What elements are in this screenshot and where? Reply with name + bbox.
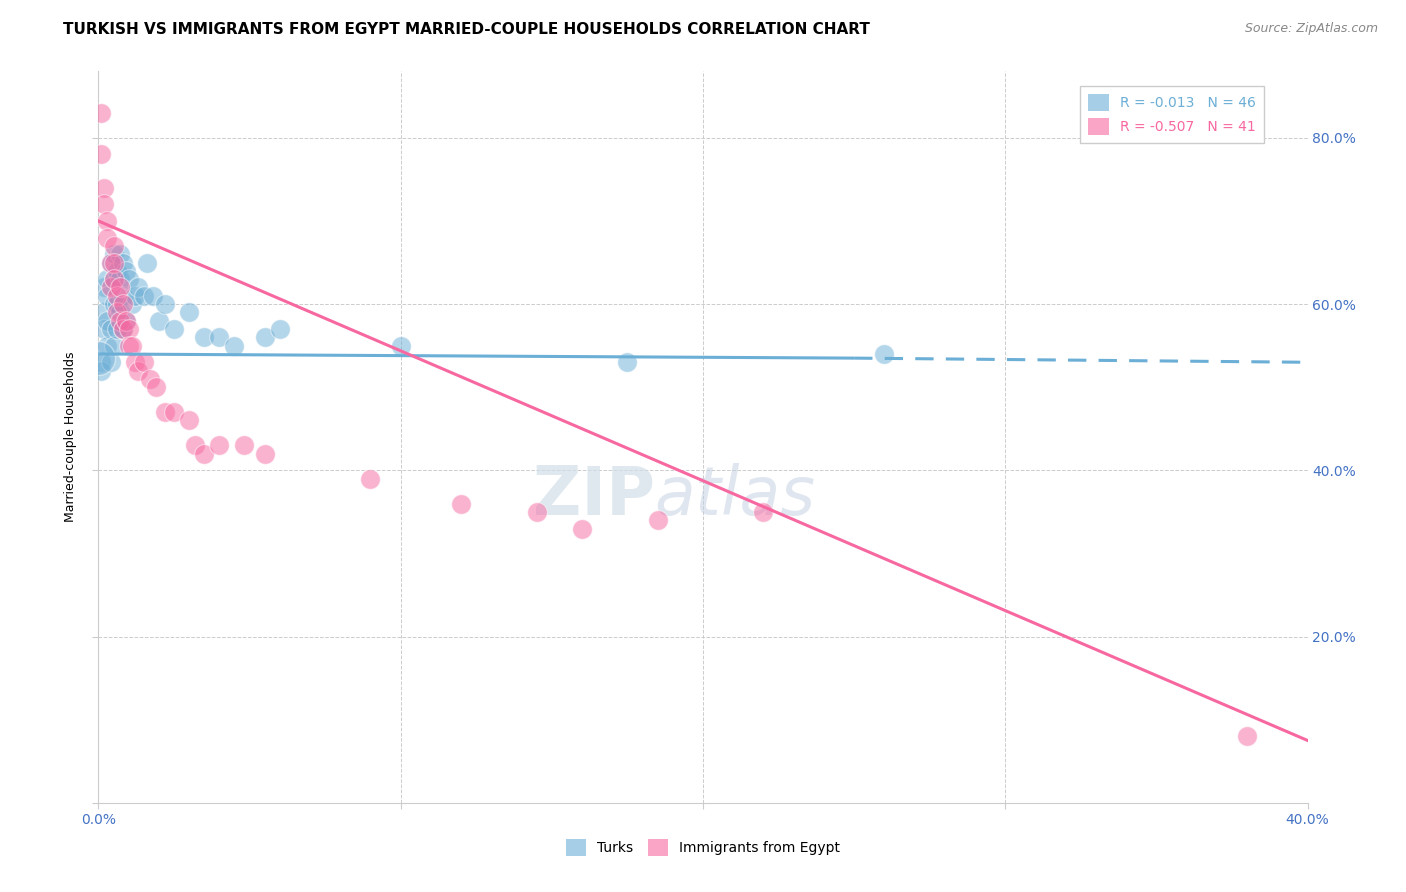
Point	[526, 505, 548, 519]
Point	[103, 272, 125, 286]
Point	[90, 147, 112, 161]
Point	[184, 438, 207, 452]
Point	[96, 289, 118, 303]
Point	[114, 314, 136, 328]
Point	[103, 297, 125, 311]
Point	[148, 314, 170, 328]
Point	[450, 497, 472, 511]
Point	[90, 355, 112, 369]
Point	[1236, 729, 1258, 743]
Point	[616, 355, 638, 369]
Point	[389, 338, 412, 352]
Point	[103, 272, 125, 286]
Point	[124, 289, 146, 303]
Point	[253, 447, 276, 461]
Point	[105, 264, 128, 278]
Point	[224, 338, 246, 352]
Point	[87, 351, 110, 365]
Point	[193, 330, 215, 344]
Legend: Turks, Immigrants from Egypt: Turks, Immigrants from Egypt	[560, 834, 846, 862]
Point	[153, 297, 176, 311]
Point	[647, 513, 669, 527]
Point	[90, 363, 112, 377]
Point	[127, 363, 149, 377]
Point	[93, 305, 115, 319]
Point	[108, 305, 131, 319]
Point	[103, 239, 125, 253]
Point	[111, 255, 134, 269]
Point	[571, 521, 593, 535]
Point	[142, 289, 165, 303]
Point	[108, 280, 131, 294]
Point	[108, 247, 131, 261]
Point	[111, 297, 134, 311]
Point	[132, 289, 155, 303]
Point	[96, 230, 118, 244]
Point	[96, 214, 118, 228]
Point	[208, 330, 231, 344]
Point	[145, 380, 167, 394]
Point	[90, 106, 112, 120]
Point	[179, 413, 201, 427]
Point	[111, 322, 134, 336]
Point	[153, 405, 176, 419]
Point	[114, 314, 136, 328]
Text: TURKISH VS IMMIGRANTS FROM EGYPT MARRIED-COUPLE HOUSEHOLDS CORRELATION CHART: TURKISH VS IMMIGRANTS FROM EGYPT MARRIED…	[63, 22, 870, 37]
Point	[121, 338, 143, 352]
Point	[105, 289, 128, 303]
Point	[103, 247, 125, 261]
Point	[108, 272, 131, 286]
Point	[100, 322, 122, 336]
Point	[105, 305, 128, 319]
Point	[135, 255, 157, 269]
Point	[163, 322, 186, 336]
Point	[360, 472, 382, 486]
Point	[873, 347, 896, 361]
Point	[179, 305, 201, 319]
Point	[103, 255, 125, 269]
Point	[100, 280, 122, 294]
Point	[96, 272, 118, 286]
Point	[269, 322, 291, 336]
Point	[105, 322, 128, 336]
Point	[96, 338, 118, 352]
Point	[100, 355, 122, 369]
Y-axis label: Married-couple Households: Married-couple Households	[63, 351, 77, 523]
Text: ZIP: ZIP	[533, 463, 655, 529]
Point	[127, 280, 149, 294]
Point	[118, 272, 141, 286]
Point	[111, 322, 134, 336]
Point	[752, 505, 775, 519]
Point	[93, 280, 115, 294]
Point	[253, 330, 276, 344]
Point	[208, 438, 231, 452]
Point	[100, 255, 122, 269]
Point	[108, 314, 131, 328]
Point	[105, 297, 128, 311]
Point	[121, 297, 143, 311]
Point	[96, 314, 118, 328]
Point	[232, 438, 254, 452]
Point	[193, 447, 215, 461]
Point	[111, 289, 134, 303]
Point	[93, 322, 115, 336]
Point	[124, 355, 146, 369]
Point	[118, 322, 141, 336]
Point	[163, 405, 186, 419]
Point	[132, 355, 155, 369]
Point	[100, 255, 122, 269]
Point	[93, 197, 115, 211]
Point	[139, 372, 162, 386]
Text: atlas: atlas	[655, 463, 815, 529]
Point	[118, 338, 141, 352]
Text: Source: ZipAtlas.com: Source: ZipAtlas.com	[1244, 22, 1378, 36]
Point	[93, 180, 115, 194]
Point	[103, 338, 125, 352]
Point	[114, 264, 136, 278]
